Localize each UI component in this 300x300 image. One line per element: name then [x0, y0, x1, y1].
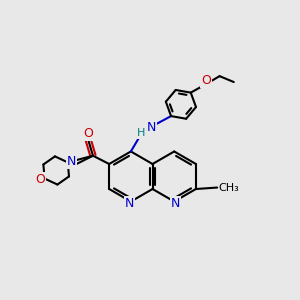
Text: O: O — [35, 173, 45, 186]
Text: CH₃: CH₃ — [219, 182, 239, 193]
Text: O: O — [201, 74, 211, 87]
Text: N: N — [147, 122, 156, 134]
Text: O: O — [83, 128, 93, 140]
Text: N: N — [67, 155, 76, 168]
Text: H: H — [137, 128, 146, 138]
Text: N: N — [125, 197, 134, 210]
Text: N: N — [171, 197, 180, 210]
